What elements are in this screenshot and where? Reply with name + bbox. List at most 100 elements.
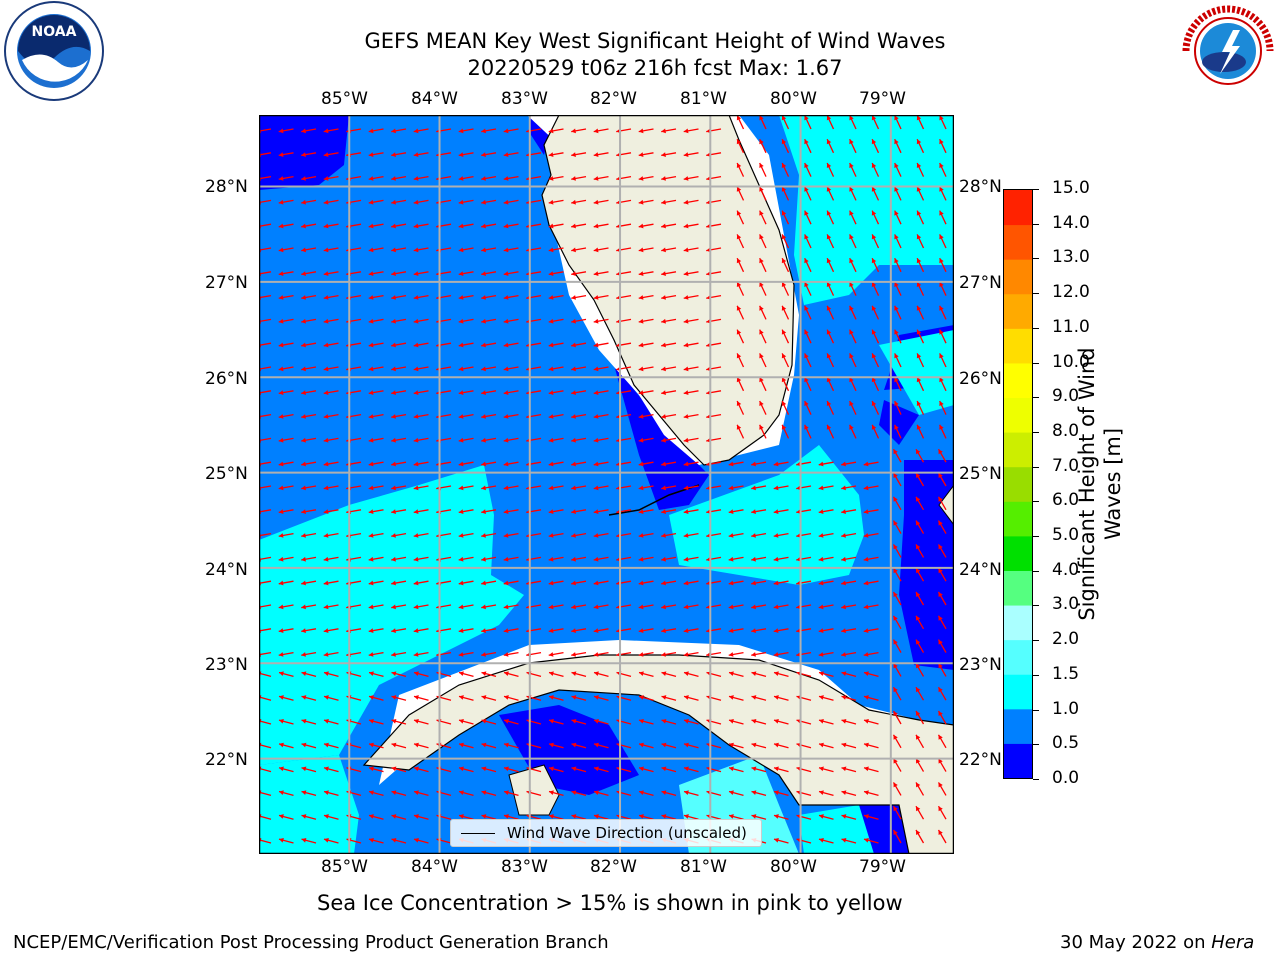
wind-arrow <box>638 814 654 820</box>
wind-arrow <box>773 580 789 586</box>
wind-arrow <box>661 604 677 610</box>
wind-arrow <box>916 210 925 225</box>
lat-label-left: 26°N <box>205 369 248 389</box>
wind-arrow <box>368 718 384 725</box>
wind-arrow <box>548 413 564 419</box>
wind-arrow <box>849 281 857 296</box>
wind-arrow <box>826 115 835 130</box>
wind-arrow <box>413 223 429 229</box>
wind-arrow <box>593 152 609 158</box>
wind-arrow <box>759 186 767 201</box>
wind-arrow <box>368 366 384 372</box>
wind-arrow <box>826 424 835 439</box>
wind-arrow <box>458 318 474 324</box>
wind-arrow <box>894 424 902 439</box>
wind-arrow <box>301 152 317 158</box>
wind-arrow <box>818 695 834 701</box>
wind-arrow <box>458 223 474 229</box>
wind-arrow <box>548 532 564 538</box>
colorbar-tick-mark <box>1033 431 1039 433</box>
wind-arrow <box>683 580 699 586</box>
wind-arrow <box>661 128 677 134</box>
wind-arrow <box>278 814 294 820</box>
wind-arrow <box>593 247 609 253</box>
wind-arrow <box>849 210 857 225</box>
wind-arrow <box>323 437 339 443</box>
wind-arrow <box>916 329 925 344</box>
wind-arrow <box>458 814 474 820</box>
wind-arrow <box>548 604 564 610</box>
wind-arrow <box>937 496 947 511</box>
colorbar-tick-mark <box>1033 744 1039 746</box>
wind-arrow <box>863 651 879 657</box>
wind-arrow <box>593 342 609 348</box>
wind-arrow <box>481 742 497 749</box>
colorbar-tick-label: 0.5 <box>1052 733 1080 754</box>
wind-arrow <box>916 376 925 392</box>
wind-arrow <box>593 766 609 773</box>
wind-arrow <box>278 671 294 678</box>
wind-arrow <box>683 485 699 491</box>
wind-arrow <box>916 115 925 130</box>
wind-arrow <box>458 671 474 678</box>
wind-arrow <box>391 175 407 181</box>
colorbar-tick-mark <box>1033 501 1039 503</box>
wind-arrow <box>892 663 902 677</box>
colorbar-segment <box>1004 259 1032 295</box>
wind-arrow <box>593 580 609 586</box>
wind-arrow <box>638 532 654 538</box>
wind-arrow <box>458 651 474 657</box>
lon-label-bottom: 84°W <box>411 857 458 877</box>
wind-arrow <box>458 247 474 253</box>
wind-arrow <box>683 766 699 773</box>
wind-arrow <box>548 247 564 253</box>
colorbar-segment <box>1004 190 1032 226</box>
wind-arrow <box>871 353 880 368</box>
wind-arrow <box>481 485 497 491</box>
colorbar-tick-mark <box>1033 189 1039 190</box>
wind-arrow <box>661 628 677 634</box>
wind-arrow <box>939 186 947 201</box>
wind-arrow <box>937 710 947 725</box>
wind-arrow <box>804 424 812 439</box>
wind-arrow <box>458 461 474 467</box>
wind-arrow <box>368 814 384 820</box>
colorbar-segment <box>1004 224 1032 260</box>
wind-arrow <box>368 271 384 277</box>
colorbar-segment <box>1004 708 1032 744</box>
wind-arrow <box>323 294 339 300</box>
map-gridlines <box>259 115 954 854</box>
wind-arrow <box>413 128 429 134</box>
wind-arrow <box>892 639 902 653</box>
wind-arrow <box>826 210 835 225</box>
wind-arrow <box>413 814 429 820</box>
wind-arrow <box>548 294 564 300</box>
wind-arrow <box>278 294 294 300</box>
wind-arrow <box>773 766 789 773</box>
wind-arrow <box>773 628 789 634</box>
wind-arrow <box>841 718 857 725</box>
colorbar-tick-label: 0.0 <box>1052 768 1080 788</box>
wind-arrow <box>481 152 497 158</box>
wind-arrow <box>915 805 925 820</box>
wind-arrow <box>728 814 744 820</box>
wind-arrow <box>458 294 474 300</box>
wind-arrow <box>804 281 812 296</box>
wind-arrow <box>894 210 902 225</box>
wind-arrow <box>736 210 745 225</box>
wind-arrow <box>391 509 407 515</box>
wind-arrow <box>638 790 654 797</box>
wind-arrow <box>391 718 407 725</box>
wind-arrow <box>759 353 767 368</box>
wind-arrow <box>826 234 835 249</box>
wind-arrow <box>759 162 767 177</box>
wind-arrow <box>849 329 857 344</box>
wind-arrow <box>638 223 654 229</box>
wind-arrow <box>503 604 519 610</box>
wind-arrow <box>571 671 587 678</box>
wind-arrow <box>481 695 497 701</box>
wind-arrow <box>736 234 745 249</box>
wind-arrow <box>736 329 745 344</box>
wind-arrow <box>368 128 384 134</box>
wind-arrow <box>323 128 339 134</box>
